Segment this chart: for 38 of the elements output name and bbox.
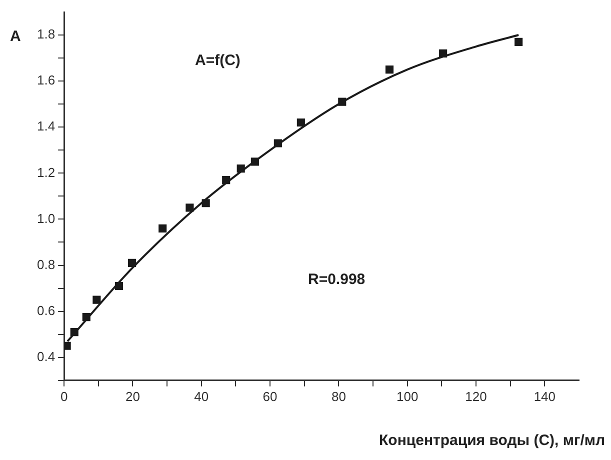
point [186,204,194,212]
point [82,313,90,322]
y-tick-label: 0.4 [36,348,56,364]
point [296,118,305,127]
point [114,282,124,290]
point [338,98,346,106]
x-tick-label: 0 [60,388,68,404]
point [222,176,230,184]
y-tick-label: 1.6 [36,72,56,88]
x-tick-label: 40 [194,388,209,404]
point [70,328,78,336]
y-axis-title: A [10,28,21,45]
y-tick-label: 1.8 [36,26,56,42]
point [274,139,282,148]
point [92,296,101,304]
point [250,158,259,166]
y-tick-label: 1.0 [36,210,56,226]
annotation: R=0.998 [308,271,366,288]
point [202,199,210,208]
y-tick-label: 1.4 [36,118,56,134]
point [514,38,523,46]
y-tick-label: 1.2 [36,164,56,180]
y-tick-label: 0.8 [36,256,56,272]
x-tick-label: 100 [396,388,418,404]
point [158,224,167,232]
x-tick-label: 80 [331,388,346,404]
point [128,258,136,268]
point [64,342,71,350]
x-axis-title: Концентрация воды (C), мг/мл [379,432,605,449]
point [439,49,448,58]
point [236,164,245,173]
point [385,66,394,74]
x-tick-label: 60 [262,388,278,404]
annotation: A=f(C) [195,52,240,69]
x-tick-label: 140 [534,388,556,404]
x-tick-label: 120 [465,388,487,404]
x-tick-label: 20 [125,388,140,404]
y-tick-label: 0.6 [36,302,56,318]
